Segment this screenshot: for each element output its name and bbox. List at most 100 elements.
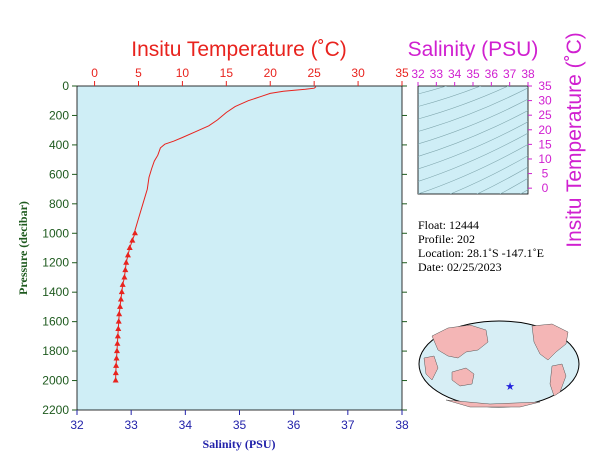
temperature-point xyxy=(113,354,120,361)
date-text: Date: 02/25/2023 xyxy=(418,260,502,274)
temperature-point xyxy=(118,288,125,295)
pressure-tick-label: 2000 xyxy=(42,374,69,388)
temperature-point xyxy=(114,332,121,339)
ts-temp-tick-label: 35 xyxy=(538,79,552,93)
ts-contour-line xyxy=(449,155,528,194)
temperature-series xyxy=(112,86,317,383)
temperature-point xyxy=(115,325,122,331)
land-asia xyxy=(431,324,489,359)
ts-temp-tick-label: 10 xyxy=(538,152,552,166)
ts-contour-line xyxy=(418,98,528,145)
ts-contour-line xyxy=(418,121,528,170)
ts-contour-line xyxy=(418,86,448,95)
salinity-tick-label: 33 xyxy=(124,418,138,432)
ts-sal-tick-label: 32 xyxy=(411,67,425,81)
temperature-point xyxy=(115,318,122,324)
temperature-point xyxy=(126,244,133,250)
pressure-axis-ticks: 0 200 400 600 800 1000 1200 1400 1600 1800 2000 220… xyxy=(42,79,407,417)
temperature-axis-title: Insitu Temperature (˚C) xyxy=(131,38,347,61)
salinity-tick-label: 37 xyxy=(341,418,355,432)
salinity-axis-ticks: 32 33 34 35 36 37 38 xyxy=(70,410,409,432)
land-south-america xyxy=(549,363,567,397)
pressure-tick-label: 1400 xyxy=(42,285,69,299)
salinity-tick-label: 38 xyxy=(395,418,409,432)
ts-temperature-title: Insitu Temperature (˚C) xyxy=(563,32,586,248)
temperature-point xyxy=(123,259,130,265)
float-info: Float: 12444 Profile: 202 Location: 28.1… xyxy=(418,218,544,274)
pressure-tick-label: 0 xyxy=(62,79,69,93)
temperature-point xyxy=(119,281,126,287)
ts-density-contours xyxy=(418,86,528,194)
pressure-tick-label: 200 xyxy=(49,108,69,122)
temp-tick-label: 35 xyxy=(395,66,409,80)
temperature-point xyxy=(112,377,119,383)
pressure-tick-label: 600 xyxy=(49,167,69,181)
ts-salinity-ticks: 32 33 34 35 36 37 38 xyxy=(411,67,535,86)
temp-tick-label: 15 xyxy=(220,66,234,80)
ts-contour-line xyxy=(418,132,528,182)
ts-sal-tick-label: 38 xyxy=(521,67,535,81)
pressure-tick-label: 400 xyxy=(49,138,69,152)
main-profile-plot: Insitu Temperature (˚C) 0 5 10 15 20 25 30 35 0… xyxy=(16,38,409,451)
ts-temp-tick-label: 25 xyxy=(538,108,552,122)
ts-diagram: Salinity (PSU) 32 33 34 35 36 37 38 0510152025… xyxy=(408,32,586,248)
ts-contour-line xyxy=(418,87,528,132)
float-id-text: Float: 12444 xyxy=(418,218,479,232)
location-text: Location: 28.1˚S -147.1˚E xyxy=(418,246,544,260)
map-landmasses xyxy=(423,323,569,408)
ts-temp-tick-label: 20 xyxy=(538,123,552,137)
temperature-point xyxy=(113,362,120,368)
ts-contour-line xyxy=(418,110,528,157)
temp-tick-label: 0 xyxy=(91,66,98,80)
ts-contour-line xyxy=(418,86,509,120)
profile-text: Profile: 202 xyxy=(418,232,475,246)
temperature-point xyxy=(121,273,128,280)
ts-temp-tick-label: 0 xyxy=(542,181,549,195)
pressure-tick-label: 1600 xyxy=(42,315,69,329)
ts-temp-tick-label: 30 xyxy=(538,94,552,108)
salinity-tick-label: 34 xyxy=(179,418,193,432)
temp-tick-label: 10 xyxy=(176,66,190,80)
salinity-tick-label: 35 xyxy=(233,418,247,432)
ts-contour-line xyxy=(476,166,528,194)
salinity-tick-label: 32 xyxy=(70,418,84,432)
temperature-axis-ticks: 0 5 10 15 20 25 30 35 xyxy=(91,66,409,86)
temperature-point xyxy=(112,369,119,376)
ts-temp-tick-label: 5 xyxy=(542,167,549,181)
ts-sal-tick-label: 33 xyxy=(430,67,444,81)
pressure-tick-label: 1800 xyxy=(42,344,69,358)
main-plot-background xyxy=(76,85,403,411)
land-north-america xyxy=(531,323,569,361)
temp-tick-label: 5 xyxy=(135,66,142,80)
world-map: ★ xyxy=(418,320,580,408)
salinity-axis-title: Salinity (PSU) xyxy=(202,437,275,451)
ts-sal-tick-label: 34 xyxy=(448,67,462,81)
pressure-tick-label: 1200 xyxy=(42,256,69,270)
temperature-point xyxy=(124,251,131,258)
temperature-point xyxy=(117,303,124,309)
pressure-tick-label: 2200 xyxy=(42,403,69,417)
pressure-tick-label: 800 xyxy=(49,197,69,211)
salinity-tick-label: 36 xyxy=(287,418,301,432)
ts-sal-tick-label: 36 xyxy=(485,67,499,81)
ts-temp-tick-label: 15 xyxy=(538,137,552,151)
temp-tick-label: 20 xyxy=(264,66,278,80)
temp-tick-label: 30 xyxy=(351,66,365,80)
land-australia xyxy=(451,367,475,387)
temperature-point xyxy=(113,347,120,354)
temperature-point xyxy=(122,266,129,273)
temperature-point xyxy=(114,340,121,346)
ts-sal-tick-label: 35 xyxy=(466,67,480,81)
temperature-point xyxy=(117,296,124,302)
land-africa xyxy=(423,355,439,381)
ts-salinity-title: Salinity (PSU) xyxy=(408,38,539,61)
ts-sal-tick-label: 37 xyxy=(503,67,517,81)
ts-contour-line xyxy=(418,86,482,107)
temperature-point xyxy=(116,310,123,317)
pressure-axis-title: Pressure (decibar) xyxy=(16,201,30,295)
ts-contour-line xyxy=(418,144,528,194)
float-location-star-icon: ★ xyxy=(505,381,515,393)
pressure-tick-label: 1000 xyxy=(42,226,69,240)
